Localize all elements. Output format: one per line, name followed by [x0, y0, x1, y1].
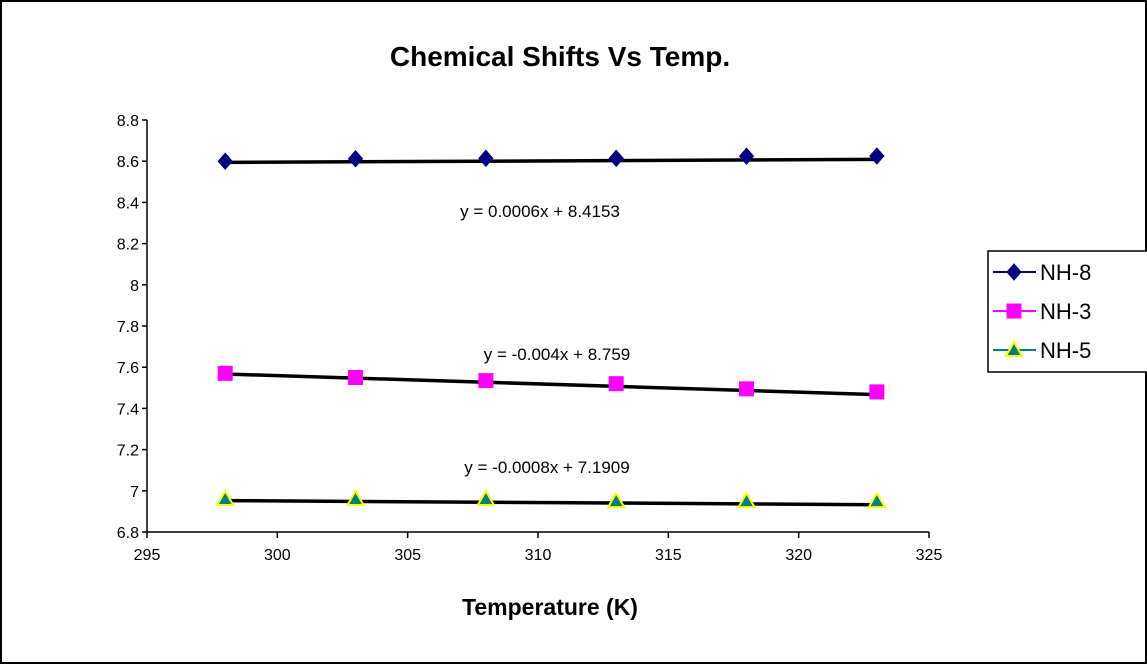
data-point-nh-8: [217, 152, 233, 170]
markers: [215, 147, 887, 509]
y-tick-label: 7.6: [117, 360, 139, 377]
data-point-nh-3: [608, 376, 624, 392]
trendline-equation: y = 0.0006x + 8.4153: [460, 202, 620, 221]
trendline-equation: y = -0.0008x + 7.1909: [464, 458, 629, 477]
legend-marker-nh-3: [1006, 303, 1022, 319]
trendlines: [225, 157, 877, 507]
legend-label: NH-3: [1040, 299, 1091, 324]
y-tick-label: 7.4: [117, 401, 139, 418]
x-axis-title: Temperature (K): [462, 594, 638, 620]
data-point-nh-3: [869, 384, 885, 400]
legend: NH-8 NH-3 NH-5: [987, 250, 1147, 373]
legend-label: NH-8: [1040, 260, 1091, 285]
data-point-nh-3: [478, 373, 494, 389]
y-tick-label: 7.2: [117, 443, 139, 460]
y-tick-label: 7: [130, 484, 139, 501]
y-tick-label: 8.8: [117, 113, 139, 130]
trendline-equations: y = 0.0006x + 8.4153 y = -0.004x + 8.759 y…: [460, 202, 630, 477]
legend-label: NH-5: [1040, 338, 1091, 363]
legend-marker-nh-8: [1006, 263, 1022, 281]
data-point-nh-3: [739, 381, 755, 397]
x-tick-label: 295: [134, 547, 161, 564]
chart-title: Chemical Shifts Vs Temp.: [390, 41, 730, 72]
data-point-nh-5: [736, 491, 757, 509]
trendline-nh-5: [225, 498, 877, 507]
data-point-nh-5: [606, 491, 626, 509]
y-tick-label: 8.6: [117, 154, 139, 171]
data-point-nh-8: [347, 149, 364, 168]
trendline-nh-3: [225, 372, 877, 397]
y-tick-label: 8.4: [117, 195, 139, 212]
data-point-nh-5: [867, 491, 887, 509]
data-point-nh-5: [476, 489, 496, 507]
data-point-nh-8: [478, 149, 494, 168]
x-tick-label: 310: [525, 547, 552, 564]
x-tick-label: 305: [394, 547, 421, 564]
data-point-nh-8: [869, 147, 885, 165]
data-point-nh-3: [348, 370, 364, 385]
data-point-nh-8: [738, 147, 755, 166]
data-point-nh-8: [608, 149, 624, 168]
trendline-nh-8: [225, 157, 877, 165]
axes: 6.8 7 7.2 7.4 7.6 7.8 8 8.2 8.4 8.6 8.8 295 300 305 31…: [117, 113, 943, 564]
x-tick-label: 325: [916, 547, 943, 564]
y-tick-label: 8: [130, 278, 139, 295]
y-tick-label: 7.8: [117, 319, 139, 336]
data-point-nh-3: [217, 365, 233, 381]
x-tick-label: 300: [264, 547, 291, 564]
y-tick-label: 6.8: [117, 525, 139, 542]
legend-marker-nh-5: [1004, 339, 1024, 357]
trendline-equation: y = -0.004x + 8.759: [484, 345, 631, 364]
x-tick-label: 315: [655, 547, 682, 564]
x-tick-label: 320: [785, 547, 812, 564]
data-point-nh-5: [345, 489, 366, 507]
data-point-nh-5: [215, 489, 235, 507]
y-tick-label: 8.2: [117, 237, 139, 254]
